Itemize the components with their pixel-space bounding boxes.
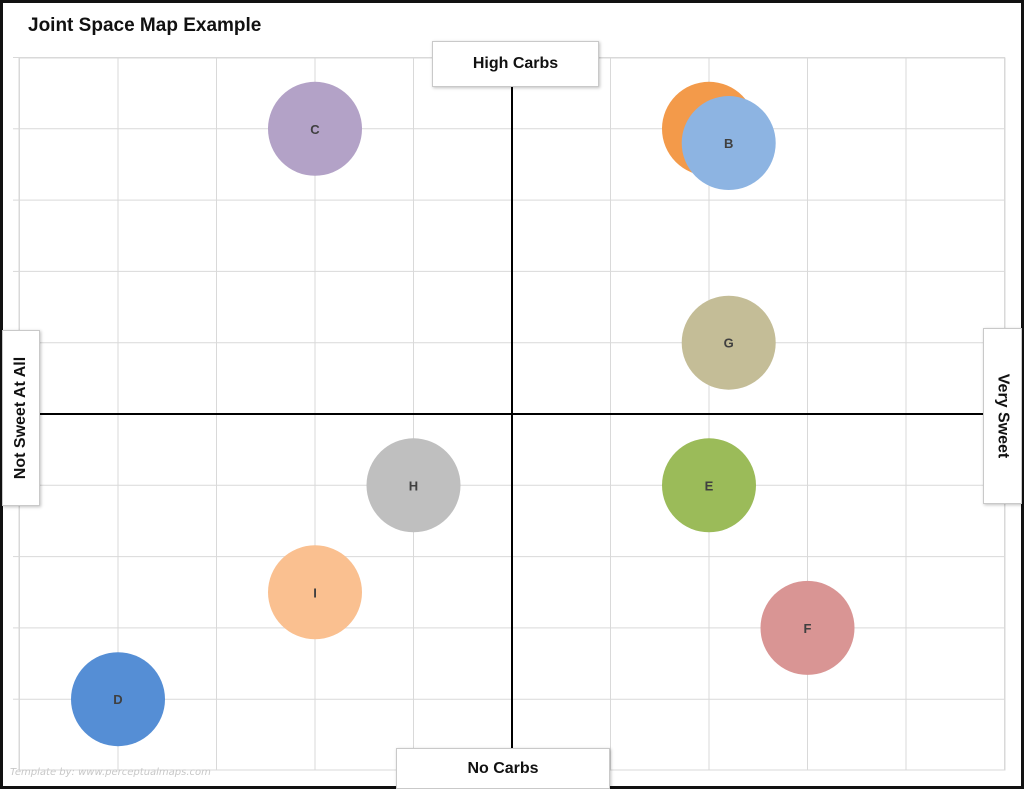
bubble-label: C bbox=[310, 122, 320, 137]
bubble-label: G bbox=[724, 336, 734, 351]
bubble-c: C bbox=[268, 81, 362, 176]
bubbles: ABCGHEIFD bbox=[71, 81, 855, 747]
bubble-e: E bbox=[662, 438, 756, 533]
bubble-circle bbox=[760, 580, 855, 675]
axis-label-left-text: Not Sweet At All bbox=[12, 356, 29, 480]
axis-lines bbox=[40, 87, 983, 748]
axis-label-top-text: High Carbs bbox=[472, 55, 559, 72]
bubble-i: I bbox=[268, 545, 362, 640]
bubble-label: F bbox=[804, 621, 812, 636]
bubble-h: H bbox=[366, 438, 461, 533]
bubble-label: D bbox=[113, 692, 122, 707]
axis-label-bottom: No Carbs bbox=[396, 748, 610, 789]
watermark: Template by: www.perceptualmaps.com bbox=[10, 767, 211, 778]
bubble-circle bbox=[366, 438, 461, 533]
axis-label-right-text: Very Sweet bbox=[994, 373, 1012, 459]
bubble-label: E bbox=[705, 478, 714, 493]
bubble-circle bbox=[662, 438, 756, 533]
bubble-f: F bbox=[760, 580, 855, 675]
bubble-label: H bbox=[409, 478, 418, 493]
bubble-circle bbox=[71, 652, 165, 747]
chart-title: Joint Space Map Example bbox=[28, 15, 262, 36]
bubble-d: D bbox=[71, 652, 165, 747]
axis-label-bottom-text: No Carbs bbox=[467, 759, 539, 777]
bubble-circle bbox=[268, 81, 362, 176]
bubble-b: B bbox=[681, 96, 776, 191]
axis-label-left: Not Sweet At All bbox=[2, 330, 40, 506]
bubble-label: B bbox=[724, 136, 733, 151]
bubble-label: I bbox=[313, 585, 317, 600]
bubble-circle bbox=[681, 96, 776, 191]
axis-label-top: High Carbs bbox=[432, 41, 599, 87]
bubble-circle bbox=[681, 295, 776, 390]
bubble-g: G bbox=[681, 295, 776, 390]
axis-label-right: Very Sweet bbox=[983, 328, 1022, 504]
bubble-circle bbox=[268, 545, 362, 640]
